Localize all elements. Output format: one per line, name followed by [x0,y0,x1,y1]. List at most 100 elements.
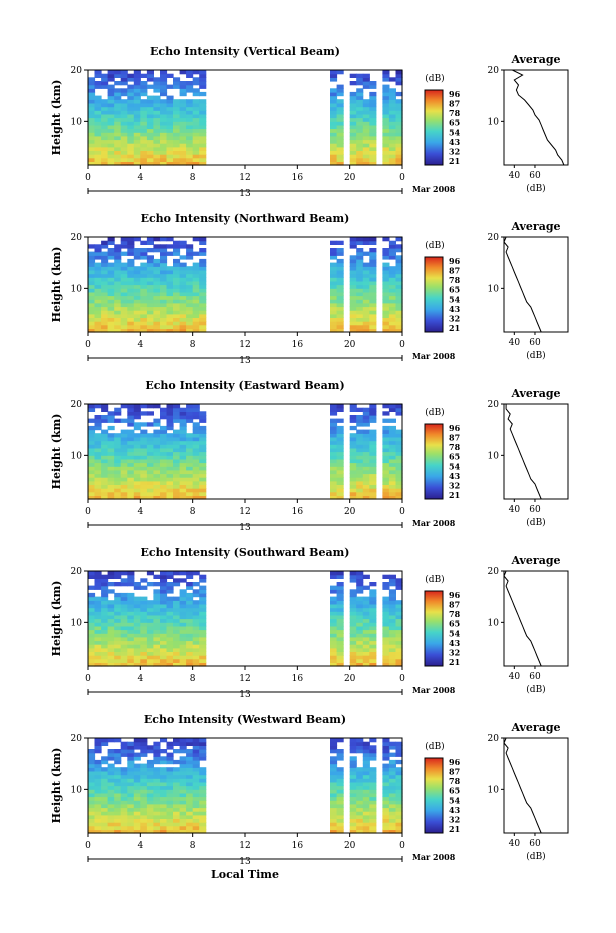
heatmap-cell [107,484,115,489]
heatmap-cell [369,607,377,612]
heatmap-cell [382,310,390,315]
heatmap-cell [362,491,370,496]
heatmap-cell [166,458,174,464]
y-tick-label: 10 [71,284,83,294]
heatmap-cell [107,128,115,133]
heatmap-cell [369,473,377,478]
heatmap-cell [388,592,396,598]
heatmap-cell [192,781,200,787]
heatmap-cell [349,317,357,322]
date-label: Mar 2008 [412,518,456,528]
heatmap-cell [107,237,115,242]
heatmap-cell [330,785,338,790]
heatmap-cell [382,774,390,779]
heatmap-cell [140,455,148,460]
heatmap-cell [336,484,344,489]
heatmap-cell [88,759,96,765]
heatmap-cell [336,269,344,275]
heatmap-cell [94,328,102,333]
heatmap-cell [153,756,161,761]
heatmap-cell [166,647,174,652]
heatmap-cell [369,495,377,500]
heatmap-cell [369,781,377,787]
heatmap-cell [127,99,135,104]
heatmap-cell [133,622,141,627]
heatmap-cell [146,484,154,489]
heatmap-cell [395,745,403,750]
heatmap-cell [114,789,122,794]
heatmap-cell [382,291,390,297]
heatmap-cell [101,622,109,627]
heatmap-cell [127,244,135,249]
heatmap-cell [94,811,102,816]
heatmap-cell [336,749,344,754]
heatmap-cell [382,273,390,278]
heatmap-cell [388,277,396,282]
heatmap-cell [94,770,102,776]
beam-panel: Echo Intensity (Eastward Beam)2010Height… [50,379,569,533]
heatmap-cell [101,651,109,656]
heatmap-cell [114,814,122,819]
heatmap-cell [179,106,187,111]
heatmap-cell [173,317,181,322]
heatmap-cell [336,284,344,289]
heatmap-cell [114,767,122,772]
heatmap-cell [395,603,403,609]
heatmap-cell [179,139,187,144]
heatmap-cell [336,477,344,482]
heatmap-cell [88,143,96,148]
heatmap-cell [192,738,200,743]
heatmap-cell [186,88,194,93]
heatmap-cell [153,88,161,93]
heatmap-cell [382,763,390,768]
heatmap-cell [88,321,96,326]
heatmap-cell [349,121,357,126]
heatmap-cell [173,603,181,609]
heatmap-cell [356,825,364,830]
heatmap-cell [120,578,128,583]
heatmap-cell [179,415,187,420]
heatmap-cell [166,440,174,445]
heatmap-cell [153,774,161,779]
heatmap-cell [114,433,122,438]
heatmap-cell [369,822,377,827]
heatmap-cell [146,433,154,438]
heatmap-cell [88,658,96,663]
heatmap-cell [179,280,187,286]
heatmap-cell [140,603,148,609]
average-y-tick-label: 10 [488,284,500,294]
heatmap-cell [395,462,403,467]
heatmap-cell [166,269,174,275]
heatmap-cell [166,102,174,108]
heatmap-cell [140,611,148,616]
heatmap-cell [395,469,403,475]
heatmap-cell [388,603,396,609]
heatmap-cell [166,818,174,823]
heatmap-cell [153,277,161,282]
heatmap-cell [166,800,174,805]
heatmap-cell [140,622,148,627]
heatmap-cell [199,469,207,475]
heatmap-cell [388,636,396,642]
heatmap-cell [192,121,200,126]
heatmap-cell [179,741,187,746]
heatmap-cell [140,436,148,442]
heatmap-cell [199,749,207,754]
heatmap-cell [362,488,370,493]
heatmap-cell [127,321,135,326]
heatmap-cell [94,132,102,137]
heatmap-cell [356,800,364,805]
heatmap-cell [107,447,115,453]
heatmap-cell [179,277,187,282]
heatmap-cell [146,240,154,245]
heatmap-cell [369,321,377,326]
heatmap-cell [395,829,403,834]
heatmap-cell [133,600,141,605]
heatmap-cell [160,592,168,598]
heatmap-cell [120,321,128,326]
heatmap-cell [107,269,115,275]
heatmap-cell [192,106,200,111]
heatmap-cell [356,88,364,93]
heatmap-cell [166,106,174,111]
heatmap-cell [369,774,377,779]
